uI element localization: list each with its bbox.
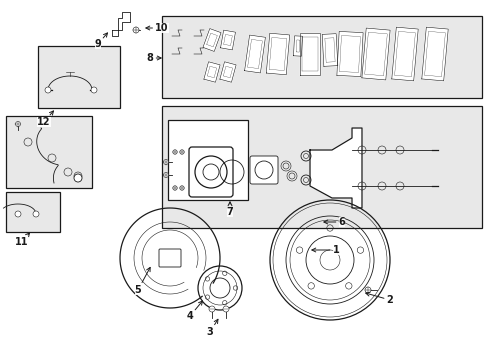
Circle shape	[364, 287, 370, 293]
Text: 11: 11	[15, 233, 29, 247]
Circle shape	[172, 186, 177, 190]
Text: 5: 5	[134, 267, 150, 295]
Text: 8: 8	[146, 53, 161, 63]
Polygon shape	[299, 33, 319, 75]
Polygon shape	[203, 62, 220, 82]
Circle shape	[208, 306, 215, 312]
FancyBboxPatch shape	[249, 156, 278, 184]
Text: 2: 2	[365, 292, 392, 305]
Circle shape	[16, 122, 20, 126]
Circle shape	[15, 211, 21, 217]
Circle shape	[163, 159, 168, 165]
Polygon shape	[361, 28, 389, 80]
Polygon shape	[309, 128, 361, 208]
Circle shape	[180, 150, 184, 154]
Circle shape	[163, 172, 168, 177]
Polygon shape	[203, 28, 221, 51]
Polygon shape	[293, 36, 302, 56]
Text: 7: 7	[226, 202, 233, 217]
Polygon shape	[220, 62, 236, 82]
Polygon shape	[322, 33, 337, 66]
Bar	[162, 16, 481, 98]
Polygon shape	[421, 27, 447, 81]
Bar	[38, 46, 120, 108]
Bar	[6, 116, 92, 188]
Polygon shape	[220, 30, 235, 50]
FancyBboxPatch shape	[189, 147, 232, 197]
Polygon shape	[112, 12, 130, 36]
Text: 4: 4	[186, 301, 202, 321]
Polygon shape	[266, 33, 289, 75]
Text: 6: 6	[323, 217, 345, 227]
Text: 9: 9	[95, 33, 107, 49]
Polygon shape	[391, 27, 417, 81]
Circle shape	[91, 87, 97, 93]
Text: 3: 3	[206, 319, 218, 337]
Bar	[168, 120, 247, 200]
Text: 10: 10	[145, 23, 168, 33]
Bar	[162, 106, 481, 228]
Polygon shape	[336, 31, 363, 77]
Circle shape	[45, 87, 51, 93]
Circle shape	[33, 211, 39, 217]
Circle shape	[180, 186, 184, 190]
Circle shape	[74, 174, 82, 182]
Circle shape	[172, 150, 177, 154]
Circle shape	[133, 27, 139, 33]
Text: 1: 1	[311, 245, 339, 255]
Bar	[6, 192, 60, 232]
Text: 12: 12	[37, 111, 53, 127]
Circle shape	[223, 306, 228, 312]
Polygon shape	[244, 35, 265, 73]
FancyBboxPatch shape	[159, 249, 181, 267]
